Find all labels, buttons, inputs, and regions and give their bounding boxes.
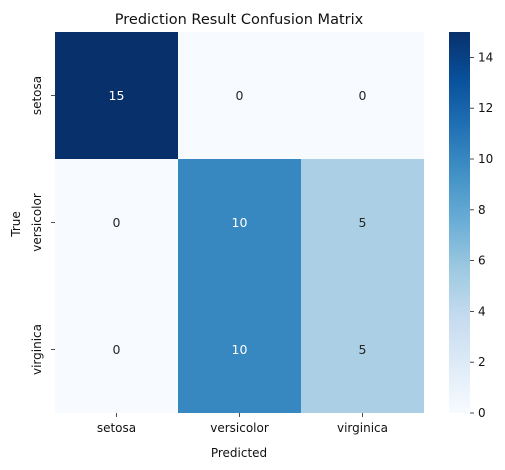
cell-value-label: 0	[359, 88, 367, 103]
cell-value-label: 5	[359, 215, 367, 230]
chart-title: Prediction Result Confusion Matrix	[115, 12, 364, 28]
x-tick-label: setosa	[97, 421, 136, 435]
heatmap-cell	[55, 159, 178, 286]
heatmap-cell	[178, 159, 301, 286]
colorbar-tick-label: 14	[478, 50, 493, 64]
heatmap-cell	[55, 286, 178, 413]
heatmap-cell	[55, 32, 178, 159]
colorbar	[449, 32, 470, 413]
y-tick-label: versicolor	[30, 193, 44, 252]
x-tick-label: versicolor	[210, 421, 269, 435]
cell-value-label: 10	[232, 215, 248, 230]
heatmap-cell	[178, 32, 301, 159]
heatmap-cell	[301, 32, 424, 159]
colorbar-tick-label: 6	[478, 254, 486, 268]
colorbar-tick-label: 4	[478, 304, 486, 318]
colorbar-tick-label: 12	[478, 101, 493, 115]
colorbar-tick-label: 2	[478, 355, 486, 369]
cell-value-label: 0	[113, 342, 121, 357]
heatmap-cell	[301, 159, 424, 286]
x-axis-label: Predicted	[211, 446, 267, 460]
cell-value-label: 10	[232, 342, 248, 357]
colorbar-ticks: 0 2 4 6 8 10 12 14	[470, 50, 493, 420]
colorbar-tick-label: 0	[478, 406, 486, 420]
cell-value-label: 5	[359, 342, 367, 357]
y-tick-label: setosa	[30, 76, 44, 115]
x-axis-ticks: setosa versicolor virginica	[97, 413, 388, 435]
heatmap-grid: 15 0 0 0 10 5 0 10 5	[55, 32, 424, 413]
colorbar-tick-label: 10	[478, 152, 493, 166]
heatmap-cell	[301, 286, 424, 413]
y-tick-label: virginica	[30, 324, 44, 375]
cell-value-label: 15	[109, 88, 125, 103]
cell-value-label: 0	[236, 88, 244, 103]
y-axis-label: True	[9, 211, 23, 238]
cell-value-label: 0	[113, 215, 121, 230]
y-axis-ticks: setosa versicolor virginica	[30, 76, 55, 375]
x-tick-label: virginica	[337, 421, 388, 435]
heatmap-cell	[178, 286, 301, 413]
colorbar-tick-label: 8	[478, 203, 486, 217]
